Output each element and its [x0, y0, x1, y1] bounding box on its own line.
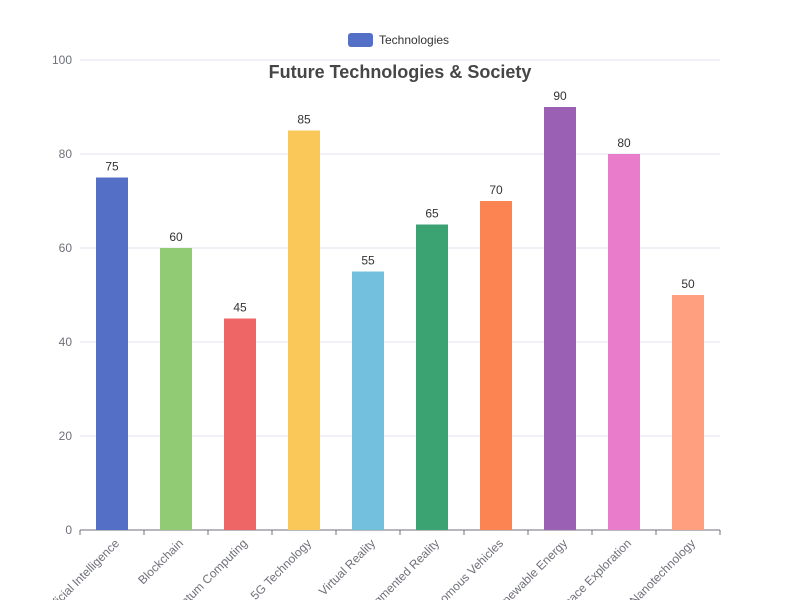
legend[interactable]: Technologies — [348, 33, 449, 47]
bar[interactable] — [96, 177, 128, 531]
x-tick-label: Artificial Intelligence — [37, 536, 122, 600]
legend-swatch — [348, 33, 373, 47]
bar-value-label: 75 — [105, 160, 119, 174]
bar[interactable] — [672, 295, 704, 530]
bar[interactable] — [352, 271, 384, 531]
bar-value-label: 85 — [297, 113, 311, 127]
bar[interactable] — [480, 201, 512, 530]
bar[interactable] — [544, 107, 576, 530]
chart-title: Future Technologies & Society — [268, 62, 532, 82]
bar[interactable] — [288, 130, 320, 531]
y-tick-label: 80 — [59, 147, 73, 161]
bar-value-label: 80 — [617, 136, 631, 150]
x-tick-label: Nanotechnology — [627, 536, 698, 600]
y-tick-label: 40 — [59, 335, 73, 349]
y-tick-label: 60 — [59, 241, 73, 255]
x-tick-label: 5G Technology — [248, 536, 314, 600]
legend-label: Technologies — [379, 33, 450, 47]
bar[interactable] — [416, 224, 448, 531]
y-tick-label: 20 — [59, 429, 73, 443]
bar-value-label: 60 — [169, 230, 183, 244]
bar-value-label: 45 — [233, 301, 247, 315]
x-tick-label: Virtual Reality — [316, 536, 378, 598]
bar[interactable] — [160, 248, 192, 530]
bar-value-label: 70 — [489, 183, 503, 197]
bar[interactable] — [608, 154, 640, 530]
bar[interactable] — [224, 318, 256, 531]
bar-value-label: 50 — [681, 277, 695, 291]
bar-value-label: 90 — [553, 89, 567, 103]
bar-value-label: 65 — [425, 207, 439, 221]
y-tick-label: 0 — [65, 523, 72, 537]
y-tick-label: 100 — [52, 53, 72, 67]
x-tick-label: Blockchain — [135, 536, 186, 587]
bar-value-label: 55 — [361, 254, 375, 268]
